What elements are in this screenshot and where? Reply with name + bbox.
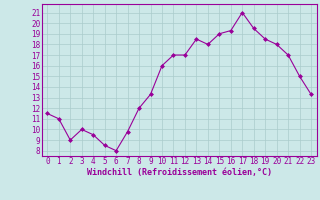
X-axis label: Windchill (Refroidissement éolien,°C): Windchill (Refroidissement éolien,°C) (87, 168, 272, 177)
